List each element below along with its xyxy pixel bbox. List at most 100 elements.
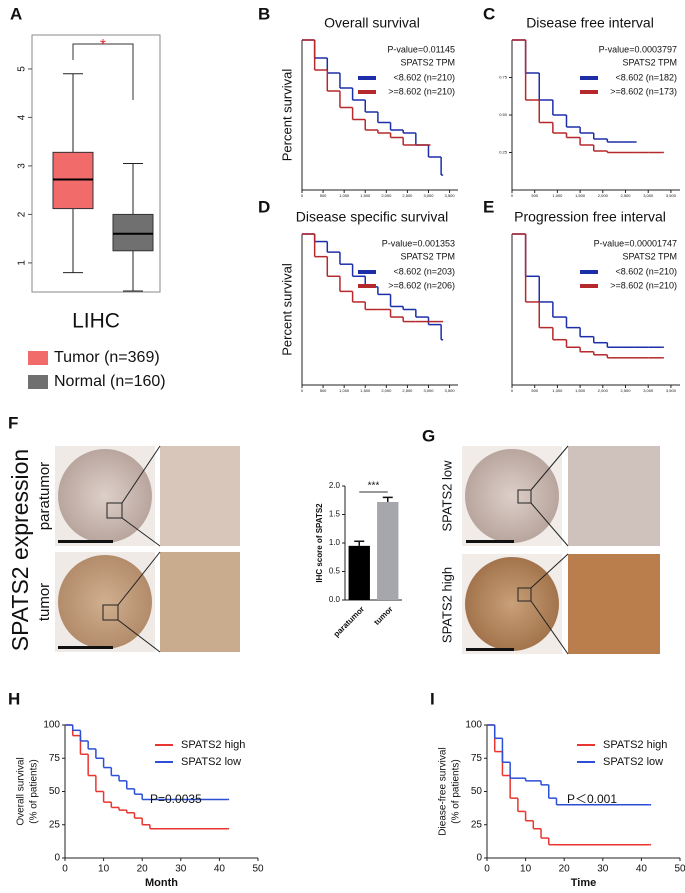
row-label: SPATS2 low <box>439 460 454 532</box>
y-axis-label: Percent survival <box>279 263 294 356</box>
x-tick-label: 2,500 <box>402 193 413 198</box>
x-tick-label: 30 <box>175 864 187 875</box>
x-tick-label: 2,000 <box>381 388 392 393</box>
x-tick-label: 20 <box>559 864 571 875</box>
legend-swatch <box>28 375 48 389</box>
x-tick-label: 3,500 <box>666 388 677 393</box>
y-tick-label: 2.0 <box>329 481 341 490</box>
side-label: SPATS2 expression <box>7 449 33 651</box>
x-tick-label: 2,500 <box>621 388 632 393</box>
tissue-core <box>58 449 152 543</box>
legend-label: >=8.602 (n=210) <box>610 280 677 290</box>
row-label: tumor <box>36 583 53 621</box>
y-tick-label: 25 <box>49 819 61 830</box>
y-axis-label: Percent survival <box>279 69 294 162</box>
x-tick-label: 1,000 <box>552 193 563 198</box>
scale-bar <box>58 646 113 649</box>
zoom-box <box>106 502 123 519</box>
panel-letter: G <box>422 426 435 445</box>
legend-label: Tumor (n=369) <box>54 349 160 366</box>
panel-letter: E <box>483 197 494 216</box>
legend-label: <8.602 (n=203) <box>393 266 455 276</box>
x-tick-label: 500 <box>531 388 538 393</box>
y-tick-label: 3 <box>17 163 28 169</box>
y-axis-label: (% of patients) <box>451 759 462 823</box>
panel-f-images: SPATS2 expression paratumor tumor <box>7 445 240 653</box>
y-tick-label: 75 <box>49 753 61 764</box>
legend-label: SPATS2 low <box>603 756 663 768</box>
x-tick-label: 3,500 <box>445 193 456 198</box>
annotation: *** <box>368 481 380 492</box>
y-tick-label: 75 <box>471 753 483 764</box>
x-tick-label: 50 <box>252 864 264 875</box>
y-tick-label: 0.75 <box>499 75 508 80</box>
legend-label: >=8.602 (n=210) <box>388 86 455 96</box>
panel-letter: H <box>8 689 20 708</box>
annotation: P-value=0.01145 <box>387 44 455 54</box>
x-tick-label: 2,000 <box>598 388 609 393</box>
x-tick-label: 2,000 <box>381 193 392 198</box>
zoom-box <box>102 604 119 621</box>
x-tick-label: 0 <box>62 864 68 875</box>
legend-label: >=8.602 (n=173) <box>610 86 677 96</box>
x-tick-label: 3,000 <box>423 193 434 198</box>
zoom-line <box>530 600 569 655</box>
x-tick-label: 3,000 <box>423 388 434 393</box>
y-tick-label: 50 <box>49 786 61 797</box>
tissue-core <box>465 449 559 543</box>
zoom-image <box>568 446 660 546</box>
zoom-line <box>121 517 161 547</box>
x-tick-label: 0 <box>301 388 304 393</box>
x-tick-label: 500 <box>320 193 327 198</box>
x-tick-label: 3,500 <box>445 388 456 393</box>
x-tick-label: 40 <box>214 864 226 875</box>
annotation: * <box>100 37 106 54</box>
x-tick-label: LIHC <box>72 310 120 333</box>
annotation: P＜0.001 <box>567 792 617 806</box>
x-tick-label: 10 <box>98 864 110 875</box>
y-tick-label: 0.25 <box>499 150 508 155</box>
y-tick-label: 1.0 <box>329 538 341 547</box>
row-label: paratumor <box>36 462 53 530</box>
legend-label: <8.602 (n=182) <box>615 72 677 82</box>
zoom-line <box>121 445 161 504</box>
zoom-line <box>530 553 569 589</box>
x-tick-label: 1,000 <box>339 388 350 393</box>
panel-letter: I <box>430 689 435 708</box>
panel-letter: D <box>258 197 270 216</box>
x-tick-label: 20 <box>137 864 149 875</box>
annotation: SPATS2 TPM <box>622 57 677 67</box>
x-tick-label: paratumor <box>332 605 366 639</box>
panel-g-images: G SPATS2 low SPATS2 high <box>422 426 660 655</box>
plot-frame <box>31 34 161 293</box>
annotation: P-value=0.0003797 <box>599 44 677 54</box>
legend-label: <8.602 (n=210) <box>615 266 677 276</box>
x-tick-label: 50 <box>674 864 685 875</box>
zoom-image <box>160 552 240 652</box>
zoom-line <box>117 551 161 606</box>
x-tick-label: 0 <box>511 193 514 198</box>
x-tick-label: 1,500 <box>360 193 371 198</box>
x-tick-label: 10 <box>520 864 532 875</box>
x-tick-label: 500 <box>531 193 538 198</box>
scale-bar <box>466 540 514 543</box>
annotation: SPATS2 TPM <box>400 251 455 261</box>
legend-label: SPATS2 high <box>181 739 245 751</box>
annotation: SPATS2 TPM <box>622 251 677 261</box>
sig-bracket <box>72 43 134 100</box>
zoom-box <box>517 587 532 602</box>
panel-letter: B <box>258 4 270 23</box>
y-tick-label: 1 <box>17 260 28 266</box>
y-tick-label: 5 <box>17 66 28 72</box>
panel-letter: A <box>10 4 22 23</box>
x-tick-label: 2,000 <box>598 193 609 198</box>
error-bar <box>382 496 393 502</box>
x-tick-label: 1,500 <box>575 193 586 198</box>
zoom-line <box>530 445 569 491</box>
legend-label: SPATS2 low <box>181 756 241 768</box>
tissue-core <box>465 557 559 651</box>
error-bar <box>354 540 365 546</box>
box <box>112 213 154 252</box>
x-tick-label: 3,000 <box>643 388 654 393</box>
